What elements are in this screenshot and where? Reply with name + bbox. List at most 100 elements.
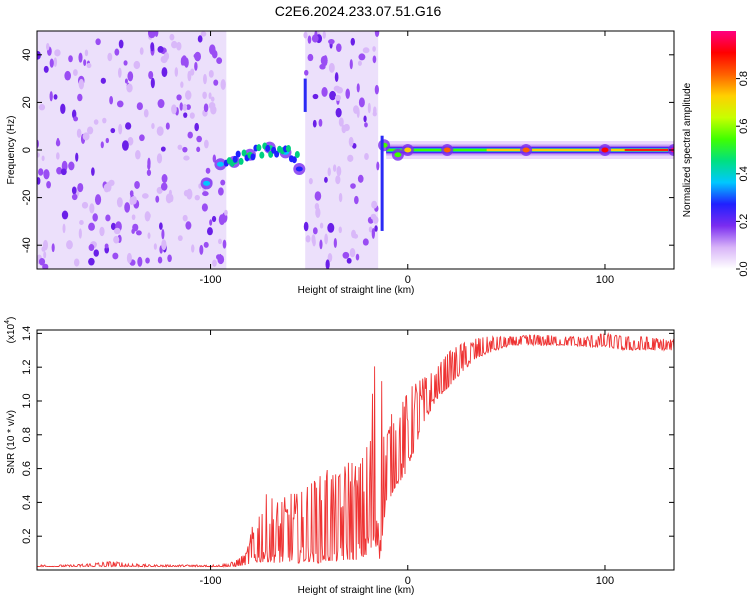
noise-speckle: [174, 67, 179, 77]
noise-speckle: [311, 34, 319, 43]
noise-speckle: [371, 227, 376, 239]
noise-speckle: [127, 136, 134, 146]
noise-speckle: [182, 146, 188, 153]
snr-x-label: Height of straight line (km): [298, 585, 415, 596]
y-tick-label: 0.8: [21, 427, 33, 442]
noise-speckle: [168, 189, 172, 196]
noise-speckle: [176, 94, 182, 101]
noise-speckle: [203, 241, 209, 248]
noise-speckle: [146, 212, 151, 219]
noise-speckle: [182, 103, 188, 111]
noise-speckle: [132, 223, 139, 232]
noise-speckle: [208, 69, 214, 78]
figure-title: C2E6.2024.233.07.51.G16: [275, 3, 442, 19]
noise-speckle: [153, 243, 157, 250]
noise-speckle: [304, 69, 309, 76]
noise-speckle: [37, 177, 41, 185]
y-tick-label: 0.6: [21, 461, 33, 476]
noise-speckle: [349, 247, 356, 258]
noise-speckle: [171, 40, 178, 49]
noise-speckle: [53, 57, 58, 67]
signal-streak: [303, 78, 307, 112]
snr-series-line: [36, 332, 675, 569]
noise-speckle: [78, 228, 82, 239]
noise-speckle: [43, 169, 50, 180]
noise-speckle: [121, 140, 129, 151]
noise-speckle: [351, 229, 356, 239]
noise-speckle: [77, 182, 84, 193]
noise-speckle: [78, 78, 85, 90]
noise-speckle: [49, 91, 53, 102]
noise-speckle: [77, 93, 83, 102]
noise-speckle: [129, 190, 134, 197]
noise-speckle: [92, 213, 98, 222]
noise-speckle: [87, 126, 94, 135]
noise-speckle: [338, 226, 342, 234]
noise-speckle: [37, 51, 41, 60]
noise-speckle: [42, 263, 49, 269]
noise-speckle: [135, 149, 141, 160]
noise-speckle: [220, 79, 226, 90]
noise-speckle: [327, 222, 335, 233]
noise-speckle: [136, 102, 143, 111]
noise-speckle: [108, 179, 115, 187]
signal-blob: [274, 150, 280, 158]
noise-speckle: [109, 95, 114, 105]
noise-speckle: [358, 53, 366, 61]
noise-speckle: [307, 35, 312, 44]
noise-speckle: [139, 47, 144, 55]
noise-speckle: [107, 52, 113, 62]
noise-speckle: [363, 115, 367, 123]
noise-speckle: [163, 52, 170, 61]
noise-speckle: [82, 132, 90, 141]
noise-speckle: [323, 55, 328, 66]
signal-blob-core: [601, 147, 609, 153]
noise-speckle: [347, 154, 354, 163]
noise-speckle: [318, 118, 323, 127]
noise-speckle: [147, 157, 151, 169]
noise-speckle: [68, 55, 73, 63]
y-tick-label: 1.0: [21, 393, 33, 408]
noise-speckle: [372, 46, 376, 52]
noise-speckle: [321, 87, 328, 97]
noise-speckle: [100, 141, 104, 149]
noise-speckle: [116, 197, 123, 208]
noise-speckle: [91, 167, 95, 176]
noise-speckle: [61, 210, 69, 220]
noise-speckle: [197, 35, 203, 43]
noise-speckle: [196, 146, 201, 153]
noise-speckle: [105, 137, 110, 144]
noise-speckle: [37, 152, 40, 158]
noise-speckle: [146, 169, 152, 177]
noise-speckle: [110, 127, 116, 134]
noise-speckle: [314, 191, 322, 201]
noise-speckle: [303, 221, 309, 232]
spectrogram-y-ticks: -40 -20 0 20 40: [21, 49, 674, 253]
noise-speckle: [68, 161, 75, 171]
noise-speckle: [322, 31, 326, 39]
noise-speckle: [161, 174, 168, 184]
x-tick-label: 0: [405, 575, 411, 587]
noise-speckle: [150, 77, 155, 89]
noise-speckle: [348, 136, 354, 147]
colorbar: 0.0 0.2 0.4 0.6 0.8 Normalized spectral ampl…: [682, 31, 750, 277]
spectrogram-heatmap: [37, 31, 674, 269]
noise-speckle: [371, 200, 378, 209]
noise-speckle: [60, 168, 67, 176]
noise-speckle: [53, 94, 58, 100]
noise-speckle: [350, 37, 356, 46]
noise-speckle: [194, 194, 200, 201]
noise-speckle: [364, 122, 368, 128]
noise-speckle: [222, 239, 227, 249]
noise-speckle: [133, 60, 141, 70]
noise-speckle: [209, 44, 216, 55]
noise-speckle: [84, 49, 89, 57]
noise-speckle: [114, 48, 120, 56]
noise-speckle: [183, 190, 189, 197]
noise-speckle: [131, 214, 136, 221]
noise-speckle: [156, 186, 163, 194]
noise-speckle: [75, 152, 79, 162]
noise-speckle: [161, 67, 168, 78]
noise-speckle: [94, 194, 102, 206]
noise-speckle: [210, 96, 215, 102]
